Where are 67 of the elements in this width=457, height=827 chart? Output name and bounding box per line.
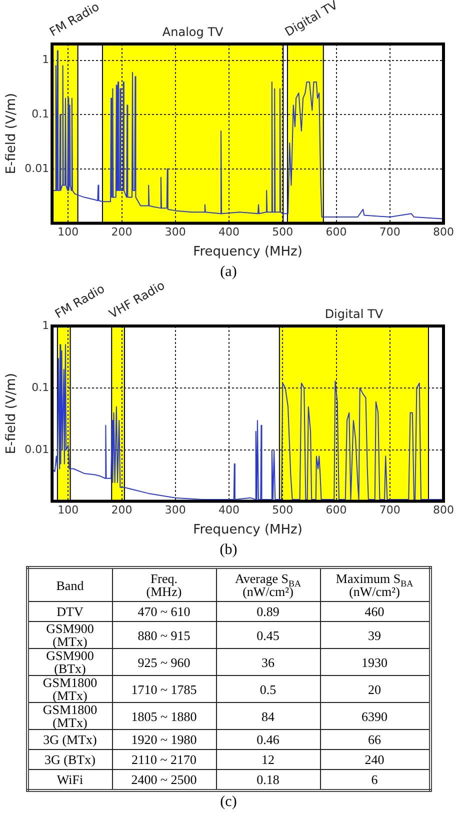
x-tick-label: 200 [111, 504, 132, 517]
text: 3G (BTx) [44, 752, 96, 767]
text: 20 [368, 682, 381, 696]
text: DTV [56, 604, 84, 619]
x-tick-label: 200 [111, 226, 132, 239]
category-label: Maximum S$_{BA}$ (nW/cm²) [320, 568, 430, 602]
y-axis-title: E-field (V/m) [4, 93, 20, 174]
category-label: Freq. (MHz) [112, 568, 216, 602]
text: GSM900 (MTx) [46, 621, 94, 649]
text: 36 [262, 654, 274, 670]
x-tick-label: 800 [433, 226, 454, 239]
text: 39 [368, 628, 381, 642]
text: 0.45 [256, 628, 280, 642]
text: 0.46 [256, 732, 280, 747]
y-tick-label: 0.1 [32, 380, 50, 394]
x-tick-label: 500 [272, 504, 294, 517]
text: 1930 [362, 654, 388, 670]
text: GSM1800 (MTx) [42, 702, 98, 730]
text: 6 [371, 772, 378, 787]
text: 0.18 [256, 772, 280, 787]
text: 84 [262, 708, 274, 724]
x-tick-label: 700 [379, 504, 400, 517]
x-tick-label: 600 [326, 226, 347, 239]
category-label: Average S$_{BA}$ (nW/cm²) [216, 568, 320, 602]
text: (c) [219, 793, 238, 812]
x-tick-label: 300 [164, 226, 186, 239]
text: 460 [364, 604, 384, 619]
text: 2400 ~ 2500 [131, 772, 197, 787]
text: 1920 ~ 1980 [131, 732, 197, 747]
text: 6390 [362, 708, 388, 724]
x-tick-label: 100 [58, 504, 79, 517]
y-tick-label: 0.1 [32, 107, 50, 120]
text: 470 ~ 610 [138, 604, 190, 619]
x-tick-label: 700 [379, 226, 400, 239]
x-tick-label: 600 [326, 504, 347, 517]
band-label: Digital TV [324, 307, 384, 322]
band-label: Analog TV [162, 25, 224, 40]
text: (b) [218, 541, 238, 560]
text: 66 [368, 732, 381, 747]
text: 925 ~ 960 [138, 654, 190, 670]
text: 880 ~ 915 [138, 628, 190, 642]
x-axis-title: Frequency (MHz) [193, 522, 302, 538]
x-tick-label: 800 [433, 504, 454, 517]
text: 12 [262, 752, 274, 767]
category-label: Band [27, 568, 112, 602]
x-tick-label: 400 [218, 226, 240, 239]
x-tick-label: 300 [164, 504, 186, 517]
text: 0.89 [256, 604, 280, 619]
y-tick-label: 0.01 [24, 162, 50, 175]
text: 3G (MTx) [43, 732, 97, 747]
x-tick-label: 400 [218, 504, 240, 517]
text: 0.5 [260, 682, 276, 696]
text: 1710 ~ 1785 [131, 682, 197, 696]
text: (a) [220, 264, 237, 280]
y-axis-title: E-field (V/m) [4, 373, 20, 454]
text: 1805 ~ 1880 [131, 708, 197, 724]
text: GSM900 (BTx) [46, 648, 94, 676]
text: WiFi [56, 772, 84, 787]
x-axis-title: Frequency (MHz) [193, 244, 302, 260]
y-tick-label: 1 [42, 53, 50, 66]
text: 2110 ~ 2170 [131, 752, 197, 767]
x-tick-label: 500 [272, 226, 294, 239]
x-tick-label: 100 [58, 226, 79, 239]
text: 240 [364, 752, 384, 767]
text: GSM1800 (MTx) [42, 675, 98, 703]
y-tick-label: 1 [42, 318, 50, 332]
y-tick-label: 0.01 [24, 442, 50, 456]
